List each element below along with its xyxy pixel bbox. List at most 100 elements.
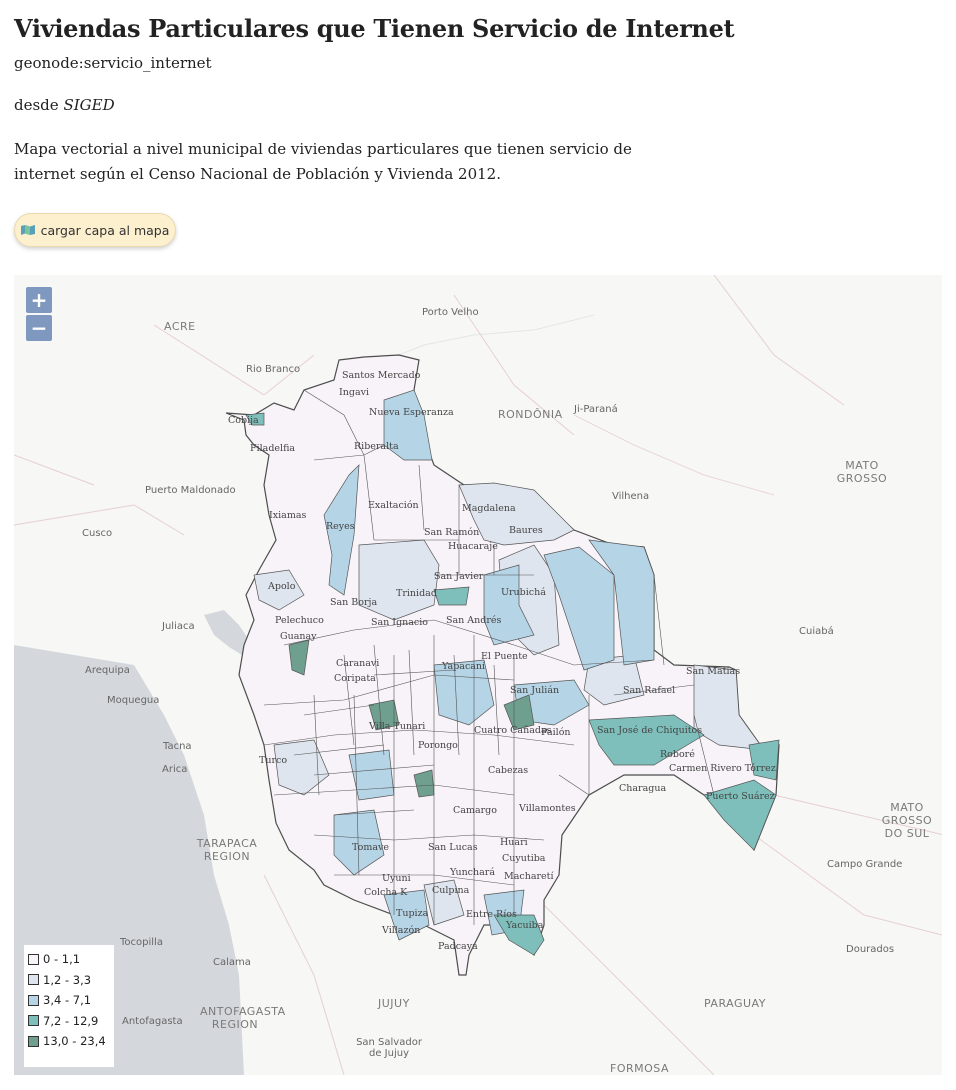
zoom-out-button[interactable]: − [26, 315, 52, 341]
basemap-label: Rio Branco [246, 364, 301, 375]
municipality-label: Porongo [418, 740, 458, 751]
page-title: Viviendas Particulares que Tienen Servic… [14, 14, 735, 43]
municipality-label: Filadelfia [250, 443, 296, 454]
basemap-label: RONDÔNIA [498, 408, 563, 421]
municipality-label: Macharetí [504, 871, 554, 882]
municipality-label: San Javier [434, 571, 484, 582]
municipality-label: San José de Chiquitos [597, 725, 703, 736]
basemap-label: Antofagasta [122, 1016, 183, 1027]
basemap-label: Juliaca [162, 621, 195, 632]
legend-item: 13,0 - 23,4 [28, 1031, 114, 1052]
municipality-label: Uyuni [382, 873, 411, 884]
municipality-label: Nueva Esperanza [369, 407, 454, 418]
municipality-label: Villazón [382, 925, 421, 936]
basemap-label: Moquegua [107, 695, 160, 706]
layer-description: Mapa vectorial a nivel municipal de vivi… [14, 140, 632, 183]
municipality-label: San Julián [510, 685, 560, 696]
municipality-label: Turco [259, 755, 288, 766]
basemap-label: Campo Grande [827, 859, 903, 870]
municipality-label: Yunchará [450, 867, 495, 878]
legend-swatch [28, 1015, 39, 1027]
source-line: desde SIGED [14, 96, 115, 114]
basemap-label: Cusco [82, 528, 113, 539]
legend-label: 7,2 - 12,9 [43, 1013, 99, 1028]
map-legend: 0 - 1,1 1,2 - 3,3 3,4 - 7,1 7,2 - 12,9 1… [24, 945, 114, 1067]
municipality-label: Trinidad [396, 588, 437, 599]
municipality-label: Santos Mercado [342, 370, 421, 381]
load-layer-button[interactable]: cargar capa al mapa [14, 213, 176, 247]
basemap-label: Tacna [163, 741, 192, 752]
municipality-label: Apolo [268, 581, 296, 592]
municipality-label: Pelechuco [275, 615, 324, 626]
municipality-label: San Andrés [446, 615, 502, 626]
municipality-label: Villamontes [519, 803, 576, 814]
municipality-label: Huacaraje [448, 541, 498, 552]
legend-label: 13,0 - 23,4 [43, 1034, 106, 1049]
basemap-label: ACRE [164, 320, 196, 333]
municipality-label: Yapacaní [442, 661, 486, 672]
municipality-label: Cobija [228, 415, 259, 426]
municipality-label: San Borja [330, 597, 378, 608]
zoom-in-button[interactable]: + [26, 287, 52, 313]
basemap-label: Cuiabá [799, 626, 834, 637]
municipality-label: Ixiamas [269, 510, 307, 521]
basemap-label: MATO GROSSO DO SUL [881, 801, 933, 840]
municipality-label: Coripata [334, 673, 376, 684]
municipality-label: San Lucas [428, 842, 478, 853]
lake-titicaca [204, 610, 249, 655]
municipality-label: Colcha K [364, 887, 408, 898]
legend-label: 0 - 1,1 [43, 952, 81, 967]
municipality-label: Cabezas [488, 765, 529, 776]
basemap-label: Arica [162, 764, 188, 775]
source-prefix: desde [14, 96, 64, 114]
legend-label: 1,2 - 3,3 [43, 972, 92, 987]
basemap [14, 275, 942, 1075]
municipality-label: Padcaya [438, 941, 478, 952]
basemap-label: TARAPACA REGION [196, 837, 258, 863]
basemap-label: MATO GROSSO [836, 459, 888, 485]
load-layer-label: cargar capa al mapa [40, 222, 170, 238]
municipality-label: San Matías [686, 666, 741, 677]
basemap-label: Dourados [846, 944, 895, 955]
legend-item: 0 - 1,1 [28, 949, 114, 970]
municipality-label: El Puente [481, 651, 528, 662]
municipality-label: Tupiza [396, 908, 429, 919]
municipality-label: Caranavi [336, 658, 380, 669]
legend-swatch [28, 1035, 39, 1047]
layer-identifier: geonode:servicio_internet [14, 54, 212, 72]
municipality-label: Urubichá [501, 587, 546, 598]
legend-swatch [28, 974, 39, 986]
municipality-label: Pailón [541, 727, 571, 738]
basemap-label: Ji-Paraná [574, 404, 618, 415]
municipality-label: Magdalena [462, 503, 516, 514]
basemap-label: FORMOSA [610, 1062, 669, 1075]
municipality-label: San Rafael [623, 685, 676, 696]
legend-item: 3,4 - 7,1 [28, 990, 114, 1011]
municipality-label: San Ramón [424, 527, 480, 538]
basemap-label: PARAGUAY [704, 997, 766, 1010]
municipality-label: Charagua [619, 783, 667, 794]
map-viewer[interactable]: + − Porto Velho ACRE Rio Branco RONDÔNIA… [14, 275, 942, 1075]
municipality-label: Roboré [660, 749, 695, 760]
basemap-label: Arequipa [85, 665, 130, 676]
municipality-label: Camargo [453, 805, 497, 816]
legend-swatch [28, 953, 39, 965]
municipality-label: Entre Ríos [466, 909, 517, 920]
municipality-label: Cuyutiba [502, 853, 546, 864]
municipality-label: Tomave [352, 842, 389, 853]
municipality-label: Exaltación [368, 500, 419, 511]
basemap-label: San Salvador de Jujuy [356, 1037, 422, 1059]
source-name: SIGED [63, 96, 115, 114]
municipality-label: Villa Tunari [369, 721, 426, 732]
municipality-label: Guanay [280, 631, 317, 642]
municipality-label: Baures [509, 525, 543, 536]
legend-label: 3,4 - 7,1 [43, 993, 92, 1008]
basemap-label: Vilhena [612, 491, 650, 502]
basemap-label: Calama [213, 957, 251, 968]
municipality-label: Huari [500, 837, 528, 848]
municipality-label: Culpina [432, 885, 470, 896]
legend-swatch [28, 994, 39, 1006]
municipality-label: Reyes [326, 521, 355, 532]
basemap-label: Tocopilla [120, 937, 163, 948]
municipality-label: Yacuiba [506, 920, 544, 931]
